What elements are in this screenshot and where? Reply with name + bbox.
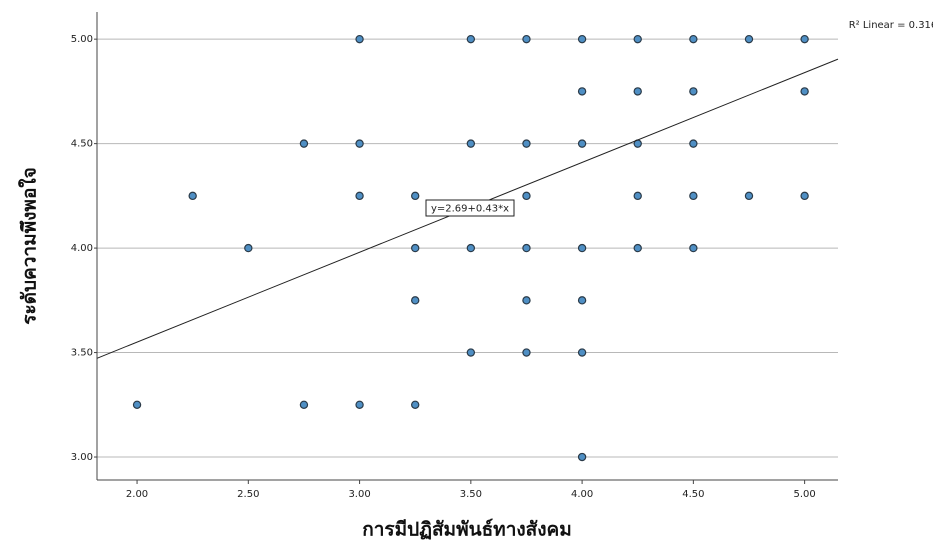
r2-label: R² Linear = 0.316 [849,20,933,31]
point [466,139,476,148]
point [633,87,642,96]
x-tick-label: 4.00 [571,489,593,500]
y-axis-title: ระดับความพึงพอใจ [18,167,41,325]
point [522,243,531,253]
point [132,400,142,409]
point [466,243,476,253]
point [577,243,587,253]
point [633,191,642,201]
point [411,191,420,201]
point [689,87,698,96]
point [577,452,587,462]
point [188,191,197,201]
fit-label-box [425,199,515,217]
point [577,296,587,305]
point [244,243,253,253]
point [800,34,809,44]
point [522,139,531,148]
point [466,34,476,44]
point [744,34,754,44]
point [689,243,698,253]
point [800,191,809,201]
x-tick-label: 2.50 [237,489,259,500]
point [522,191,531,201]
x-tick-label: 3.00 [348,489,370,500]
point [633,34,642,44]
point [522,296,531,305]
y-tick-label: 3.50 [71,348,93,359]
x-tick-label: 4.50 [682,489,704,500]
point [299,400,309,409]
point [577,348,587,357]
fit-label: y=2.69+0.43*x [431,204,509,215]
point [411,296,420,305]
point [689,191,698,201]
y-tick-label: 4.00 [71,243,93,254]
point [411,400,420,409]
point [577,87,587,96]
point [689,34,698,44]
point [466,348,476,357]
point [577,34,587,44]
x-tick-label: 2.00 [126,489,148,500]
point [411,243,420,253]
point [577,139,587,148]
point [355,191,364,201]
y-tick-label: 4.50 [71,139,93,150]
x-tick-label: 5.00 [793,489,815,500]
x-axis-title: การมีปฏิสัมพันธ์ทางสังคม [362,519,572,541]
point [744,191,754,201]
point [522,34,531,44]
point [800,87,809,96]
point [355,34,364,44]
point [355,400,364,409]
point [299,139,309,148]
point [355,139,364,148]
point [689,139,698,148]
point [633,243,642,253]
y-tick-label: 3.00 [71,452,93,463]
x-tick-label: 3.50 [460,489,482,500]
point [522,348,531,357]
y-tick-label: 5.00 [71,34,93,45]
